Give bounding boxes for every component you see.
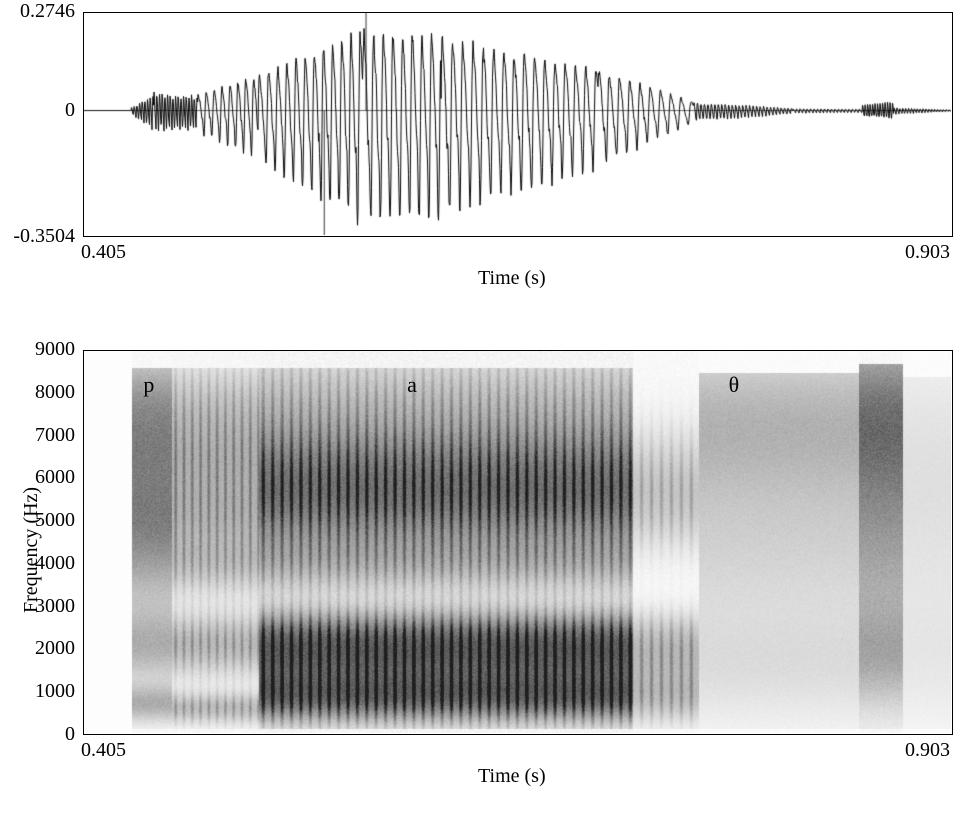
spectrogram-ytick: 6000 (35, 466, 75, 489)
figure-container: 0.2746 0 -0.3504 0.405 0.903 Time (s) 0 1… (0, 0, 966, 813)
spectrogram-ylabel: Frequency (Hz) (20, 486, 43, 612)
spectrogram-panel (83, 350, 953, 735)
waveform-xtick-left: 0.405 (81, 241, 126, 264)
spectrogram-ytick: 1000 (35, 680, 75, 703)
spectrogram-ytick: 7000 (35, 424, 75, 447)
phoneme-annotation: p (143, 372, 154, 398)
waveform-ytick-max: 0.2746 (20, 0, 75, 23)
waveform-canvas (84, 13, 951, 235)
waveform-panel (83, 12, 953, 237)
spectrogram-ytick: 0 (65, 723, 75, 746)
waveform-ytick-zero: 0 (65, 99, 75, 122)
spectrogram-canvas (84, 351, 951, 733)
spectrogram-ytick: 9000 (35, 338, 75, 361)
spectrogram-ytick: 2000 (35, 637, 75, 660)
spectrogram-xtick-left: 0.405 (81, 739, 126, 762)
spectrogram-xtick-right: 0.903 (905, 739, 950, 762)
waveform-xlabel: Time (s) (478, 267, 546, 290)
phoneme-annotation: a (407, 372, 417, 398)
spectrogram-xlabel: Time (s) (478, 765, 546, 788)
spectrogram-ytick: 8000 (35, 381, 75, 404)
waveform-xtick-right: 0.903 (905, 241, 950, 264)
waveform-ytick-min: -0.3504 (13, 225, 75, 248)
phoneme-annotation: θ (729, 372, 740, 398)
